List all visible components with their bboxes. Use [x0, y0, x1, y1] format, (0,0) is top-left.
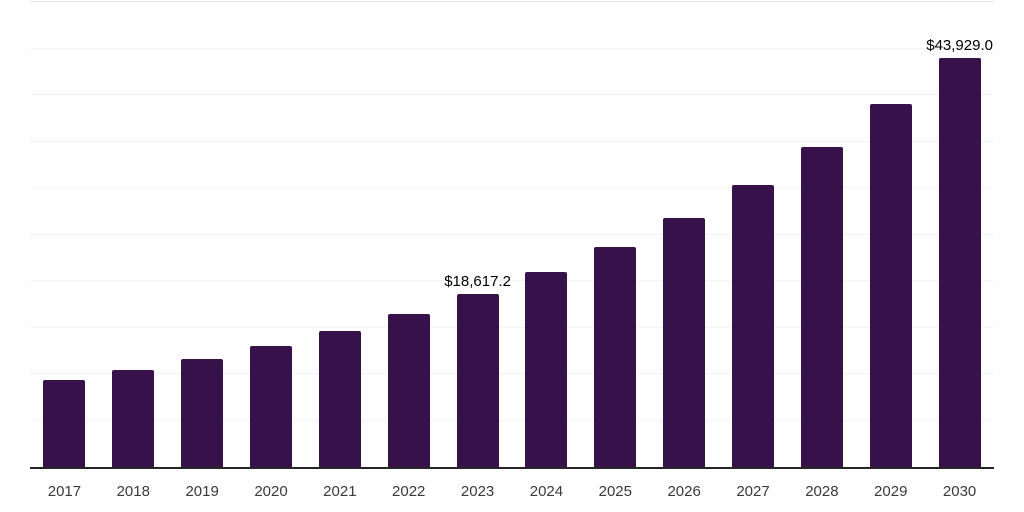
bar-slot	[856, 2, 925, 467]
bar-2024[interactable]	[525, 271, 568, 467]
x-axis-label-2026: 2026	[667, 483, 701, 500]
gridline	[30, 94, 994, 95]
bar-slot: $18,617.2	[443, 2, 512, 467]
bar-2020[interactable]	[250, 345, 292, 467]
bar-2029[interactable]	[869, 104, 912, 467]
bar-2021[interactable]	[318, 330, 361, 467]
bar-2019[interactable]	[181, 358, 224, 467]
data-label-2030: $43,929.0	[926, 37, 993, 55]
gridline	[30, 326, 994, 328]
data-label-2023: $18,617.2	[444, 272, 511, 290]
gridline	[30, 1, 994, 2]
bar-slot	[30, 2, 99, 467]
x-axis-label-2027: 2027	[736, 483, 770, 500]
gridline	[30, 187, 994, 188]
gridline	[30, 140, 994, 142]
bar-slot	[99, 2, 168, 467]
x-axis-label-2019: 2019	[185, 483, 219, 500]
x-axis-label-2018: 2018	[116, 483, 150, 500]
x-axis-label-2020: 2020	[254, 483, 288, 500]
bar-2025[interactable]	[594, 246, 637, 467]
bar-slot	[650, 2, 719, 467]
x-axis-label-2025: 2025	[598, 483, 632, 500]
x-axis-label-2017: 2017	[47, 483, 82, 500]
bar-slot	[237, 2, 306, 467]
bar-slot	[305, 2, 374, 467]
bar-2030[interactable]: $43,929.0	[926, 38, 993, 467]
bar-2027[interactable]	[732, 185, 775, 467]
x-axis-label-2023: 2023	[460, 483, 495, 500]
gridline	[30, 419, 994, 421]
bar-2026[interactable]	[663, 217, 706, 467]
bar-slot	[374, 2, 443, 467]
bar-slot	[512, 2, 581, 467]
bar-2017[interactable]	[43, 379, 86, 467]
bar-2022[interactable]	[387, 313, 430, 467]
bar-slot	[787, 2, 856, 467]
x-axis-label-2022: 2022	[392, 483, 426, 500]
x-axis-label-2021: 2021	[323, 483, 357, 500]
bar-2028[interactable]	[800, 147, 843, 467]
bar-slot	[581, 2, 650, 467]
bar-2023[interactable]: $18,617.2	[444, 274, 511, 467]
x-axis-label-2030: 2030	[942, 483, 977, 500]
gridline	[30, 47, 994, 49]
gridline	[30, 373, 994, 374]
gridline	[30, 233, 994, 235]
x-axis: 2017 2018 2019 2020 2021 2022 2023 2024 2025 2026…	[30, 471, 994, 512]
x-axis-label-2024: 2024	[529, 483, 564, 500]
bars-container: $18,617.2 $43,929.0	[30, 2, 994, 467]
x-axis-label-2029: 2029	[874, 483, 908, 500]
bar-slot	[719, 2, 788, 467]
bar-slot: $43,929.0	[925, 2, 994, 467]
x-axis-label-2028: 2028	[805, 483, 839, 500]
gridline	[30, 280, 994, 281]
bar-slot	[168, 2, 237, 467]
bar-2018[interactable]	[112, 369, 155, 467]
plot-area: $18,617.2 $43,929.0	[30, 1, 994, 469]
